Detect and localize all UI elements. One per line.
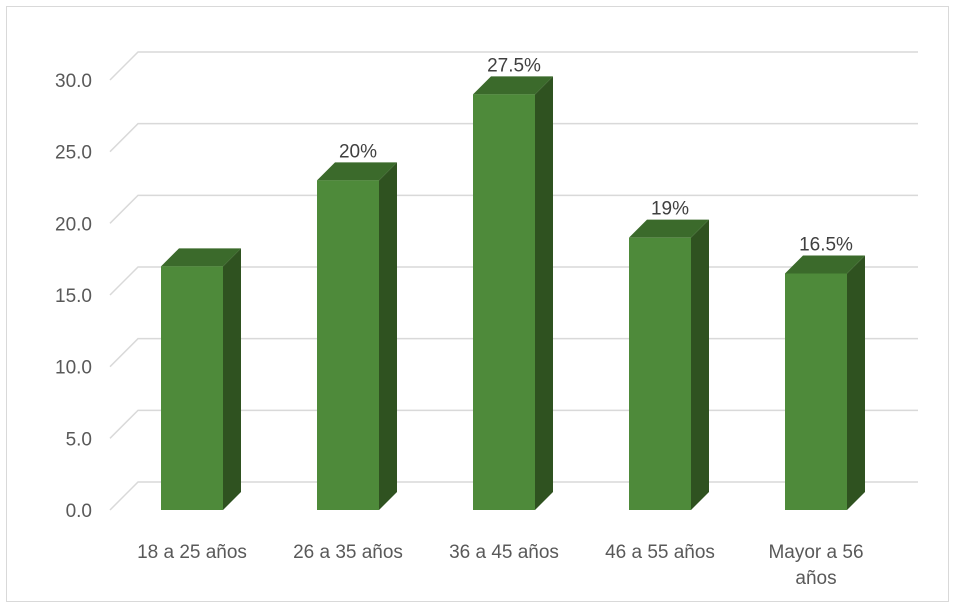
bar (629, 237, 691, 510)
x-tick-label-line: 18 a 25 años (137, 542, 247, 563)
data-label: 27.5% (487, 55, 541, 76)
bar-top (317, 162, 397, 181)
bar-side (535, 76, 553, 510)
gridline (109, 122, 918, 153)
gridline (109, 194, 918, 224)
bar-top (473, 76, 553, 95)
x-tick-label-line: 36 a 45 años (449, 542, 559, 563)
bar-side (691, 219, 709, 510)
bar (473, 94, 535, 510)
data-label: 20% (339, 141, 377, 162)
bar-side (847, 255, 865, 510)
y-tick-label: 20.0 (55, 214, 92, 235)
x-tick-label-line: años (795, 568, 836, 589)
x-tick-label: 36 a 45 años (449, 542, 559, 563)
bar (317, 180, 379, 511)
x-tick-label-line: 26 a 35 años (293, 542, 403, 563)
data-label: 19% (651, 199, 689, 220)
x-tick-label-line: 46 a 55 años (605, 542, 715, 563)
bar-top (161, 248, 241, 267)
x-tick-label-line: Mayor a 56 (768, 542, 863, 563)
x-tick-label: 18 a 25 años (137, 542, 247, 563)
y-tick-label: 30.0 (55, 71, 92, 92)
y-tick-label: 25.0 (55, 143, 92, 164)
bar-top (785, 255, 865, 274)
bar-side (223, 248, 241, 511)
bar (785, 273, 847, 510)
data-label: 16.5% (799, 235, 853, 256)
x-tick-label: 26 a 35 años (293, 542, 403, 563)
gridline (109, 51, 918, 81)
y-tick-label: 5.0 (66, 429, 92, 450)
bar (161, 266, 223, 510)
y-tick-label: 15.0 (55, 286, 92, 307)
y-tick-label: 0.0 (66, 501, 92, 522)
bar-side (379, 162, 397, 511)
x-tick-label: Mayor a 56 años (768, 542, 863, 589)
bar-top (629, 219, 709, 238)
y-tick-label: 10.0 (55, 358, 92, 379)
x-tick-label: 46 a 55 años (605, 542, 715, 563)
